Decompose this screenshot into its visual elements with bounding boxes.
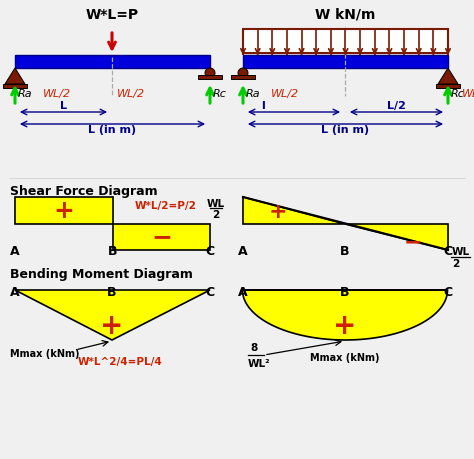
Polygon shape — [438, 68, 458, 84]
Text: Rc: Rc — [451, 89, 465, 99]
Text: C: C — [205, 286, 215, 299]
Text: +: + — [100, 312, 124, 340]
Text: A: A — [10, 286, 20, 299]
Text: WL²: WL² — [248, 359, 271, 369]
Text: +: + — [333, 312, 357, 340]
Text: A: A — [238, 286, 248, 299]
Text: B: B — [108, 245, 118, 258]
Text: +: + — [54, 198, 74, 223]
Text: Ra: Ra — [246, 89, 261, 99]
Text: L/2: L/2 — [387, 101, 406, 111]
Text: WL/2: WL/2 — [117, 89, 145, 99]
Text: C: C — [205, 245, 215, 258]
Bar — [198, 75, 222, 79]
Text: Shear Force Diagram: Shear Force Diagram — [10, 185, 158, 198]
Bar — [243, 55, 448, 68]
Bar — [3, 84, 27, 88]
Text: WL/2: WL/2 — [462, 89, 474, 99]
Text: +: + — [269, 202, 287, 222]
Text: Bending Moment Diagram: Bending Moment Diagram — [10, 268, 193, 281]
Text: Mmax (kNm): Mmax (kNm) — [310, 353, 380, 363]
Bar — [231, 75, 255, 79]
Text: B: B — [340, 245, 350, 258]
Text: A: A — [10, 245, 20, 258]
Text: −: − — [151, 225, 172, 249]
Text: W kN/m: W kN/m — [315, 8, 375, 22]
Text: L (in m): L (in m) — [89, 125, 137, 135]
Text: WL: WL — [452, 247, 470, 257]
Text: L (in m): L (in m) — [321, 125, 370, 135]
Text: WL/2: WL/2 — [43, 89, 71, 99]
Polygon shape — [5, 68, 25, 84]
Text: Mmax (kNm): Mmax (kNm) — [10, 349, 80, 359]
Text: C: C — [444, 286, 453, 299]
Text: B: B — [107, 286, 117, 299]
Text: WL: WL — [207, 199, 225, 209]
Text: C: C — [444, 245, 453, 258]
Circle shape — [205, 68, 215, 78]
Text: W*L=P: W*L=P — [85, 8, 138, 22]
Bar — [15, 55, 210, 68]
Text: A: A — [238, 245, 248, 258]
Text: W*L/2=P/2: W*L/2=P/2 — [135, 201, 197, 211]
Bar — [113, 224, 210, 250]
Bar — [15, 197, 113, 224]
Circle shape — [238, 68, 248, 78]
Text: L: L — [60, 101, 67, 111]
Polygon shape — [243, 197, 345, 224]
Text: WL/2: WL/2 — [271, 89, 299, 99]
Polygon shape — [243, 290, 448, 340]
Text: W*L^2/4=PL/4: W*L^2/4=PL/4 — [78, 357, 163, 367]
Polygon shape — [345, 224, 448, 250]
Text: l: l — [261, 101, 265, 111]
Bar — [436, 84, 460, 88]
Text: B: B — [340, 286, 350, 299]
Text: 8: 8 — [250, 343, 257, 353]
Bar — [243, 29, 448, 53]
Polygon shape — [15, 290, 210, 340]
Text: −: − — [404, 232, 422, 252]
Text: 2: 2 — [452, 259, 459, 269]
Text: 2: 2 — [212, 210, 219, 220]
Text: Ra: Ra — [18, 89, 33, 99]
Text: Rc: Rc — [213, 89, 227, 99]
